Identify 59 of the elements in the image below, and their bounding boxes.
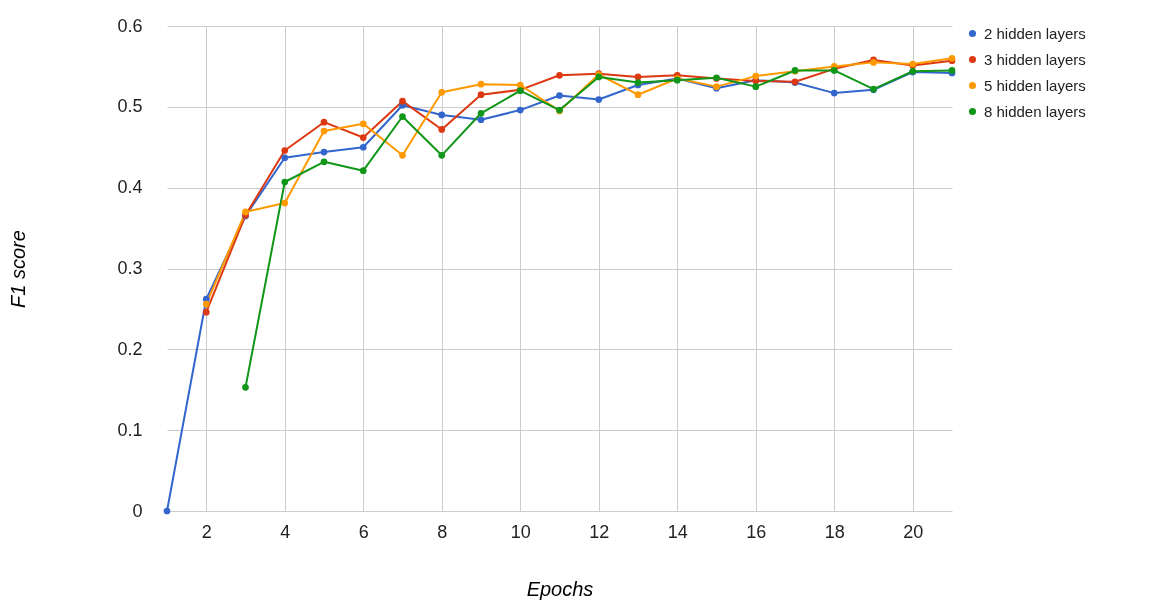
y-axis-title: F1 score [7, 230, 30, 308]
point [359, 134, 367, 141]
point [438, 111, 446, 119]
x-tick-label: 12 [589, 521, 610, 542]
y-tick-label: 0.2 [117, 338, 143, 359]
point [752, 72, 760, 80]
point [438, 126, 446, 133]
y-tick-label: 0.1 [117, 419, 143, 440]
point [320, 148, 328, 156]
point [320, 118, 328, 126]
point [281, 147, 289, 154]
y-tick-label: 0.3 [117, 258, 143, 278]
point [438, 151, 446, 159]
y-tick-label: 0.5 [117, 96, 143, 117]
legend-label: 5 hidden layers [984, 76, 1086, 94]
point [634, 91, 642, 99]
point [516, 106, 524, 114]
x-tick-label: 14 [667, 521, 688, 542]
legend-label: 2 hidden layers [984, 24, 1086, 42]
point [477, 116, 485, 124]
point [202, 308, 210, 316]
point [399, 151, 406, 159]
point [202, 300, 210, 308]
point [477, 91, 485, 99]
point [320, 158, 328, 166]
y-tick-label: 0.6 [117, 15, 143, 36]
point [516, 81, 524, 89]
point [281, 178, 289, 186]
point [359, 167, 367, 175]
x-tick-label: 8 [437, 521, 448, 542]
point [281, 199, 289, 207]
x-tick-label: 2 [201, 521, 212, 542]
legend-label: 8 hidden layers [984, 102, 1086, 120]
x-tick-label: 10 [510, 521, 531, 542]
point [359, 120, 367, 128]
x-tick-label: 6 [358, 521, 369, 542]
point [438, 88, 446, 96]
x-tick-label: 4 [280, 521, 291, 542]
y-tick-label: 0.4 [117, 177, 143, 198]
y-tick-label: 0 [132, 500, 143, 521]
point [320, 127, 328, 135]
x-tick-label: 18 [824, 521, 845, 542]
point [163, 507, 171, 515]
x-axis-title: Epochs [526, 577, 594, 600]
point [595, 96, 603, 103]
point [752, 83, 760, 90]
point [477, 80, 485, 88]
legend-label: 3 hidden layers [984, 50, 1086, 68]
point [359, 143, 367, 151]
x-tick-label: 16 [746, 521, 767, 542]
x-tick-label: 20 [903, 521, 924, 542]
point [399, 97, 406, 105]
point [242, 383, 249, 391]
point [399, 113, 406, 120]
point [556, 92, 563, 99]
point [477, 109, 485, 117]
point [281, 154, 289, 162]
point [556, 71, 563, 79]
point [830, 89, 838, 97]
